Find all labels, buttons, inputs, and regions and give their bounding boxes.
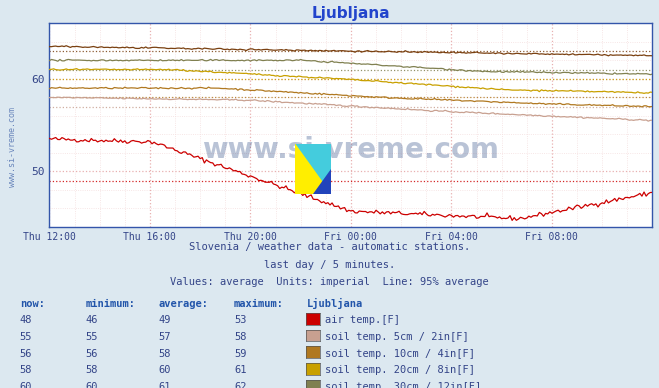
Text: average:: average: — [158, 298, 208, 308]
Text: 60: 60 — [86, 382, 98, 388]
Polygon shape — [295, 144, 331, 194]
Text: 61: 61 — [234, 365, 246, 375]
Text: 59: 59 — [234, 348, 246, 359]
Text: soil temp. 20cm / 8in[F]: soil temp. 20cm / 8in[F] — [325, 365, 475, 375]
Polygon shape — [295, 144, 331, 194]
Text: last day / 5 minutes.: last day / 5 minutes. — [264, 260, 395, 270]
Text: 46: 46 — [86, 315, 98, 325]
Text: 57: 57 — [158, 332, 171, 342]
Text: 56: 56 — [20, 348, 32, 359]
Text: 60: 60 — [158, 365, 171, 375]
Text: soil temp. 30cm / 12in[F]: soil temp. 30cm / 12in[F] — [325, 382, 481, 388]
Text: 49: 49 — [158, 315, 171, 325]
Text: soil temp. 5cm / 2in[F]: soil temp. 5cm / 2in[F] — [325, 332, 469, 342]
Text: maximum:: maximum: — [234, 298, 284, 308]
Text: air temp.[F]: air temp.[F] — [325, 315, 400, 325]
Text: 58: 58 — [20, 365, 32, 375]
Text: www.si-vreme.com: www.si-vreme.com — [8, 107, 17, 187]
Title: Ljubljana: Ljubljana — [312, 6, 390, 21]
Text: www.si-vreme.com: www.si-vreme.com — [202, 135, 500, 164]
Text: Slovenia / weather data - automatic stations.: Slovenia / weather data - automatic stat… — [189, 242, 470, 252]
Text: soil temp. 10cm / 4in[F]: soil temp. 10cm / 4in[F] — [325, 348, 475, 359]
Polygon shape — [314, 169, 331, 194]
Text: 55: 55 — [86, 332, 98, 342]
Text: 60: 60 — [20, 382, 32, 388]
Text: 55: 55 — [20, 332, 32, 342]
Text: Ljubljana: Ljubljana — [306, 298, 362, 308]
Text: 53: 53 — [234, 315, 246, 325]
Text: now:: now: — [20, 298, 45, 308]
Text: 58: 58 — [234, 332, 246, 342]
Text: Values: average  Units: imperial  Line: 95% average: Values: average Units: imperial Line: 95… — [170, 277, 489, 287]
Text: 62: 62 — [234, 382, 246, 388]
Text: 48: 48 — [20, 315, 32, 325]
Text: minimum:: minimum: — [86, 298, 136, 308]
Text: 61: 61 — [158, 382, 171, 388]
Text: 56: 56 — [86, 348, 98, 359]
Text: 58: 58 — [86, 365, 98, 375]
Text: 58: 58 — [158, 348, 171, 359]
